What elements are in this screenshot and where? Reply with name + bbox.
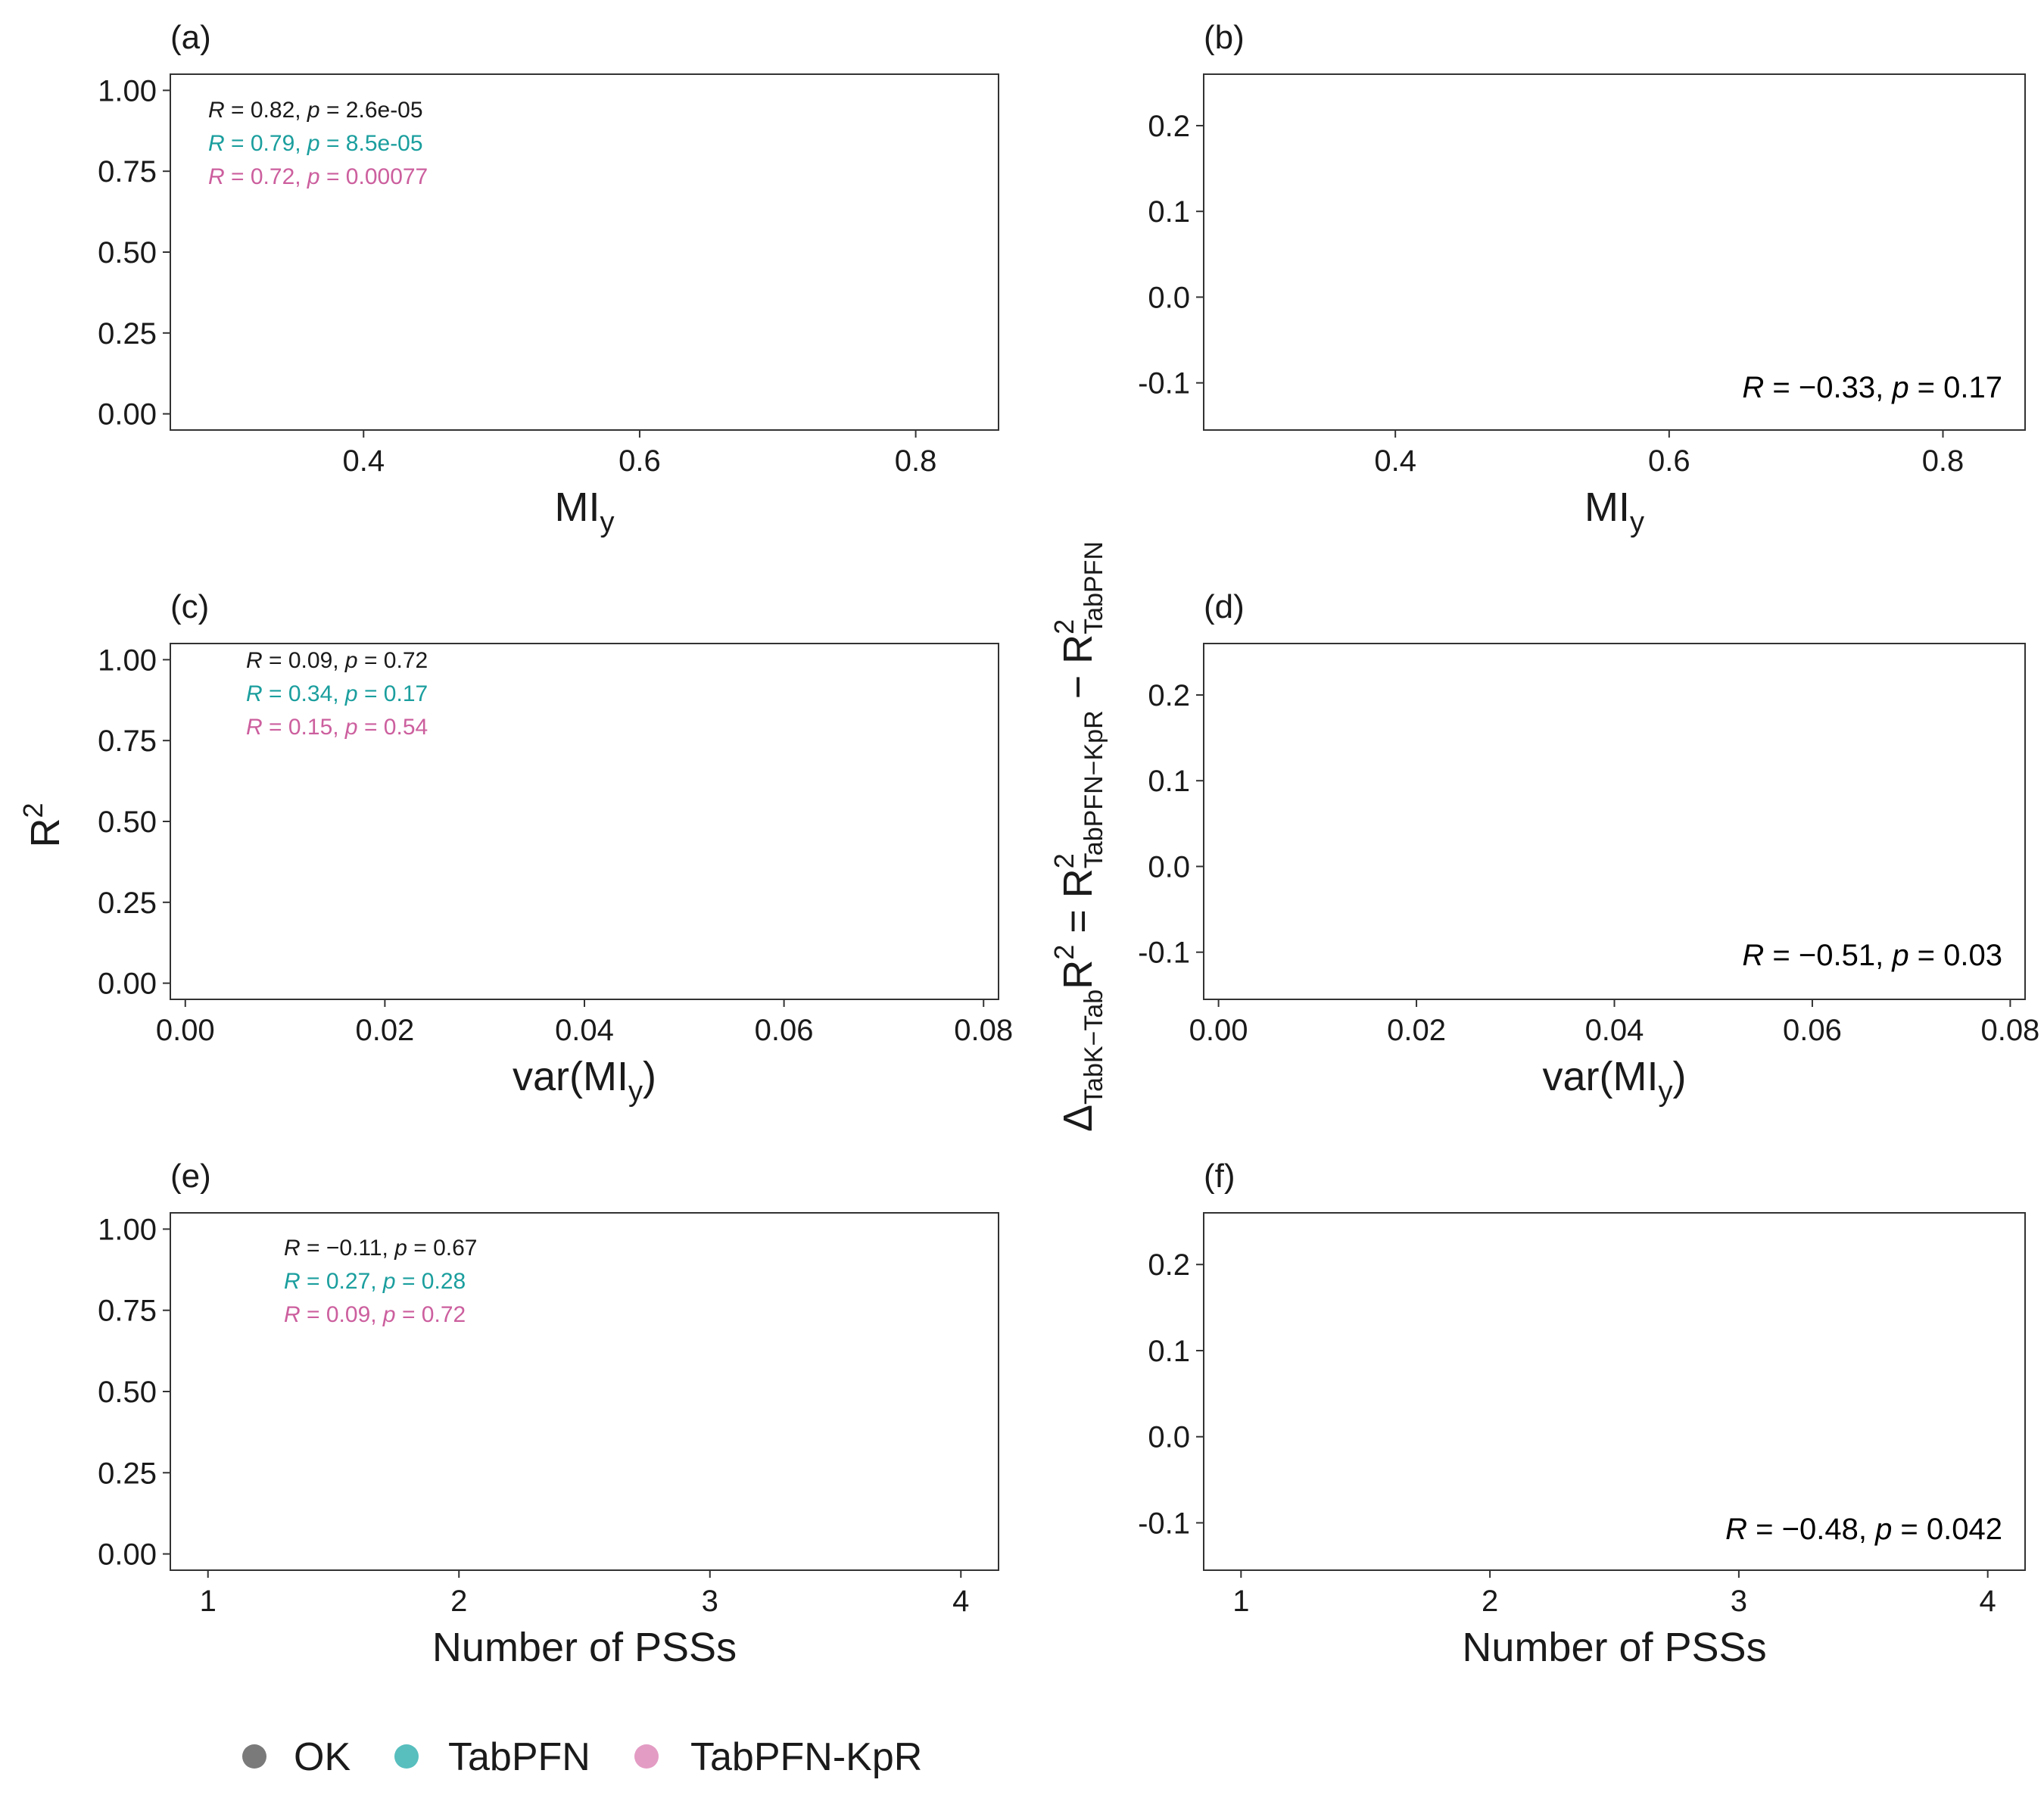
- correlation-annotation: R = 0.79, p = 8.5e-05: [208, 131, 423, 156]
- y-tick-label: 0.2: [1148, 679, 1190, 712]
- x-axis-title: MIy: [555, 485, 615, 538]
- x-tick-label: 3: [702, 1585, 718, 1618]
- x-tick-label: 0.02: [355, 1014, 414, 1047]
- legend-label-tabpfn-kpr: TabPFN-KpR: [690, 1735, 922, 1779]
- correlation-annotation: R = 0.72, p = 0.00077: [208, 164, 428, 189]
- shared-y-title-right: ΔTabK−TabR2 = R2TabPFN−KpR − R2TabPFN: [1048, 541, 1108, 1132]
- panel-border: [1203, 73, 2026, 431]
- x-tick-label: 0.00: [1189, 1014, 1248, 1047]
- x-tick-label: 0.6: [618, 444, 661, 478]
- y-tick-label: 0.50: [98, 236, 157, 270]
- y-tick-label: 0.0: [1148, 850, 1190, 884]
- x-tick-label: 0.08: [1980, 1014, 2039, 1047]
- y-tick-label: 0.0: [1148, 281, 1190, 314]
- y-tick-label: 0.25: [98, 317, 157, 351]
- y-tick-label: 0.1: [1148, 195, 1190, 229]
- y-tick-label: -0.1: [1138, 1507, 1190, 1540]
- panel-d: 0.00 0.02 0.04 0.06 0.08 -0.1 0.0 0.1 0.2 (d) var(…: [1138, 588, 2039, 1108]
- panel-border: [170, 73, 999, 431]
- panel-b: 0.4 0.6 0.8 -0.1 0.0 0.1 0.2 (b) MIy R = −0.33, p…: [1138, 19, 2026, 538]
- x-tick-label: 0.8: [1922, 444, 1965, 478]
- x-axis-title: Number of PSSs: [1462, 1625, 1766, 1670]
- panel-border: [1203, 643, 2026, 1000]
- y-tick-label: 0.1: [1148, 765, 1190, 798]
- x-axis-title: Number of PSSs: [432, 1625, 737, 1670]
- x-tick-label: 0.02: [1387, 1014, 1446, 1047]
- x-tick-label: 3: [1731, 1585, 1747, 1618]
- x-axis-title: var(MIy): [1543, 1054, 1687, 1108]
- y-tick-label: 0.00: [98, 968, 157, 1001]
- panel-c: 0.00 0.02 0.04 0.06 0.08 0.00 0.25 0.50 0.75 1.00…: [98, 588, 1013, 1108]
- y-tick-label: 0.1: [1148, 1335, 1190, 1368]
- y-tick-label: 0.00: [98, 398, 157, 432]
- panel-border: [1203, 1212, 2026, 1571]
- y-tick-label: 0.50: [98, 1376, 157, 1409]
- y-tick-label: 1.00: [98, 644, 157, 677]
- correlation-annotation: R = 0.34, p = 0.17: [246, 681, 428, 706]
- panel-border: [170, 643, 999, 1000]
- x-tick-label: 0.4: [1374, 444, 1416, 478]
- y-tick-label: 0.25: [98, 887, 157, 920]
- legend-label-ok: OK: [294, 1735, 351, 1779]
- correlation-annotation: R = −0.11, p = 0.67: [284, 1236, 477, 1261]
- x-tick-label: 1: [1232, 1585, 1249, 1618]
- legend-key-ok: [242, 1744, 266, 1769]
- correlation-annotation: R = 0.15, p = 0.54: [246, 715, 428, 740]
- panel-e: 1 2 3 4 0.00 0.25 0.50 0.75 1.00 (e) Number of PSS…: [98, 1158, 999, 1670]
- y-tick-label: 1.00: [98, 1213, 157, 1246]
- x-axis-title: var(MIy): [513, 1054, 656, 1108]
- x-tick-label: 4: [952, 1585, 969, 1618]
- y-tick-label: 0.75: [98, 725, 157, 758]
- y-tick-label: 1.00: [98, 74, 157, 108]
- y-tick-label: 0.00: [98, 1538, 157, 1572]
- x-tick-label: 0.04: [1585, 1014, 1644, 1047]
- panel-label: (b): [1204, 19, 1245, 56]
- legend-key-tabpfn-kpr: [634, 1744, 659, 1769]
- correlation-annotation: R = −0.48, p = 0.042: [1725, 1513, 2002, 1546]
- x-axis-title: MIy: [1584, 485, 1644, 538]
- correlation-annotation: R = 0.09, p = 0.72: [246, 648, 428, 673]
- y-tick-label: 0.50: [98, 806, 157, 839]
- panel-label: (e): [170, 1158, 211, 1195]
- x-tick-label: 2: [450, 1585, 467, 1618]
- x-tick-label: 0.6: [1648, 444, 1690, 478]
- panel-label: (c): [170, 588, 209, 625]
- legend: OK TabPFN TabPFN-KpR: [242, 1735, 922, 1779]
- correlation-annotation: R = −0.51, p = 0.03: [1742, 939, 2002, 972]
- correlation-annotation: R = −0.33, p = 0.17: [1742, 371, 2002, 404]
- y-tick-label: 0.75: [98, 155, 157, 189]
- panel-f: 1 2 3 4 -0.1 0.0 0.1 0.2 (f) Number of PSSs R = −0…: [1138, 1158, 2026, 1670]
- legend-key-tabpfn: [394, 1744, 419, 1769]
- panel-label: (f): [1204, 1158, 1235, 1195]
- shared-y-title-left: R2: [17, 803, 68, 847]
- correlation-annotation: R = 0.27, p = 0.28: [284, 1269, 466, 1294]
- y-tick-label: 0.25: [98, 1457, 157, 1490]
- correlation-annotation: R = 0.09, p = 0.72: [284, 1302, 466, 1327]
- x-tick-label: 0.04: [555, 1014, 614, 1047]
- x-tick-label: 2: [1482, 1585, 1498, 1618]
- y-tick-label: 0.0: [1148, 1421, 1190, 1454]
- legend-label-tabpfn: TabPFN: [448, 1735, 590, 1779]
- x-tick-label: 0.4: [342, 444, 385, 478]
- y-tick-label: -0.1: [1138, 937, 1190, 970]
- x-tick-label: 0.00: [156, 1014, 215, 1047]
- x-tick-label: 0.8: [895, 444, 937, 478]
- panel-border: [170, 1212, 999, 1571]
- panel-label: (d): [1204, 588, 1245, 625]
- x-tick-label: 0.06: [1783, 1014, 1842, 1047]
- panel-label: (a): [170, 19, 211, 56]
- y-tick-label: -0.1: [1138, 367, 1190, 400]
- x-tick-label: 1: [200, 1585, 217, 1618]
- x-tick-label: 0.08: [954, 1014, 1013, 1047]
- x-tick-label: 4: [1980, 1585, 1996, 1618]
- correlation-annotation: R = 0.82, p = 2.6e-05: [208, 98, 423, 123]
- y-tick-label: 0.2: [1148, 110, 1190, 143]
- y-tick-label: 0.75: [98, 1295, 157, 1328]
- y-tick-label: 0.2: [1148, 1248, 1190, 1282]
- panel-a: 0.4 0.6 0.8 0.00 0.25 0.50 0.75 1.00 (a) MIy R = 0…: [98, 19, 999, 538]
- x-tick-label: 0.06: [755, 1014, 814, 1047]
